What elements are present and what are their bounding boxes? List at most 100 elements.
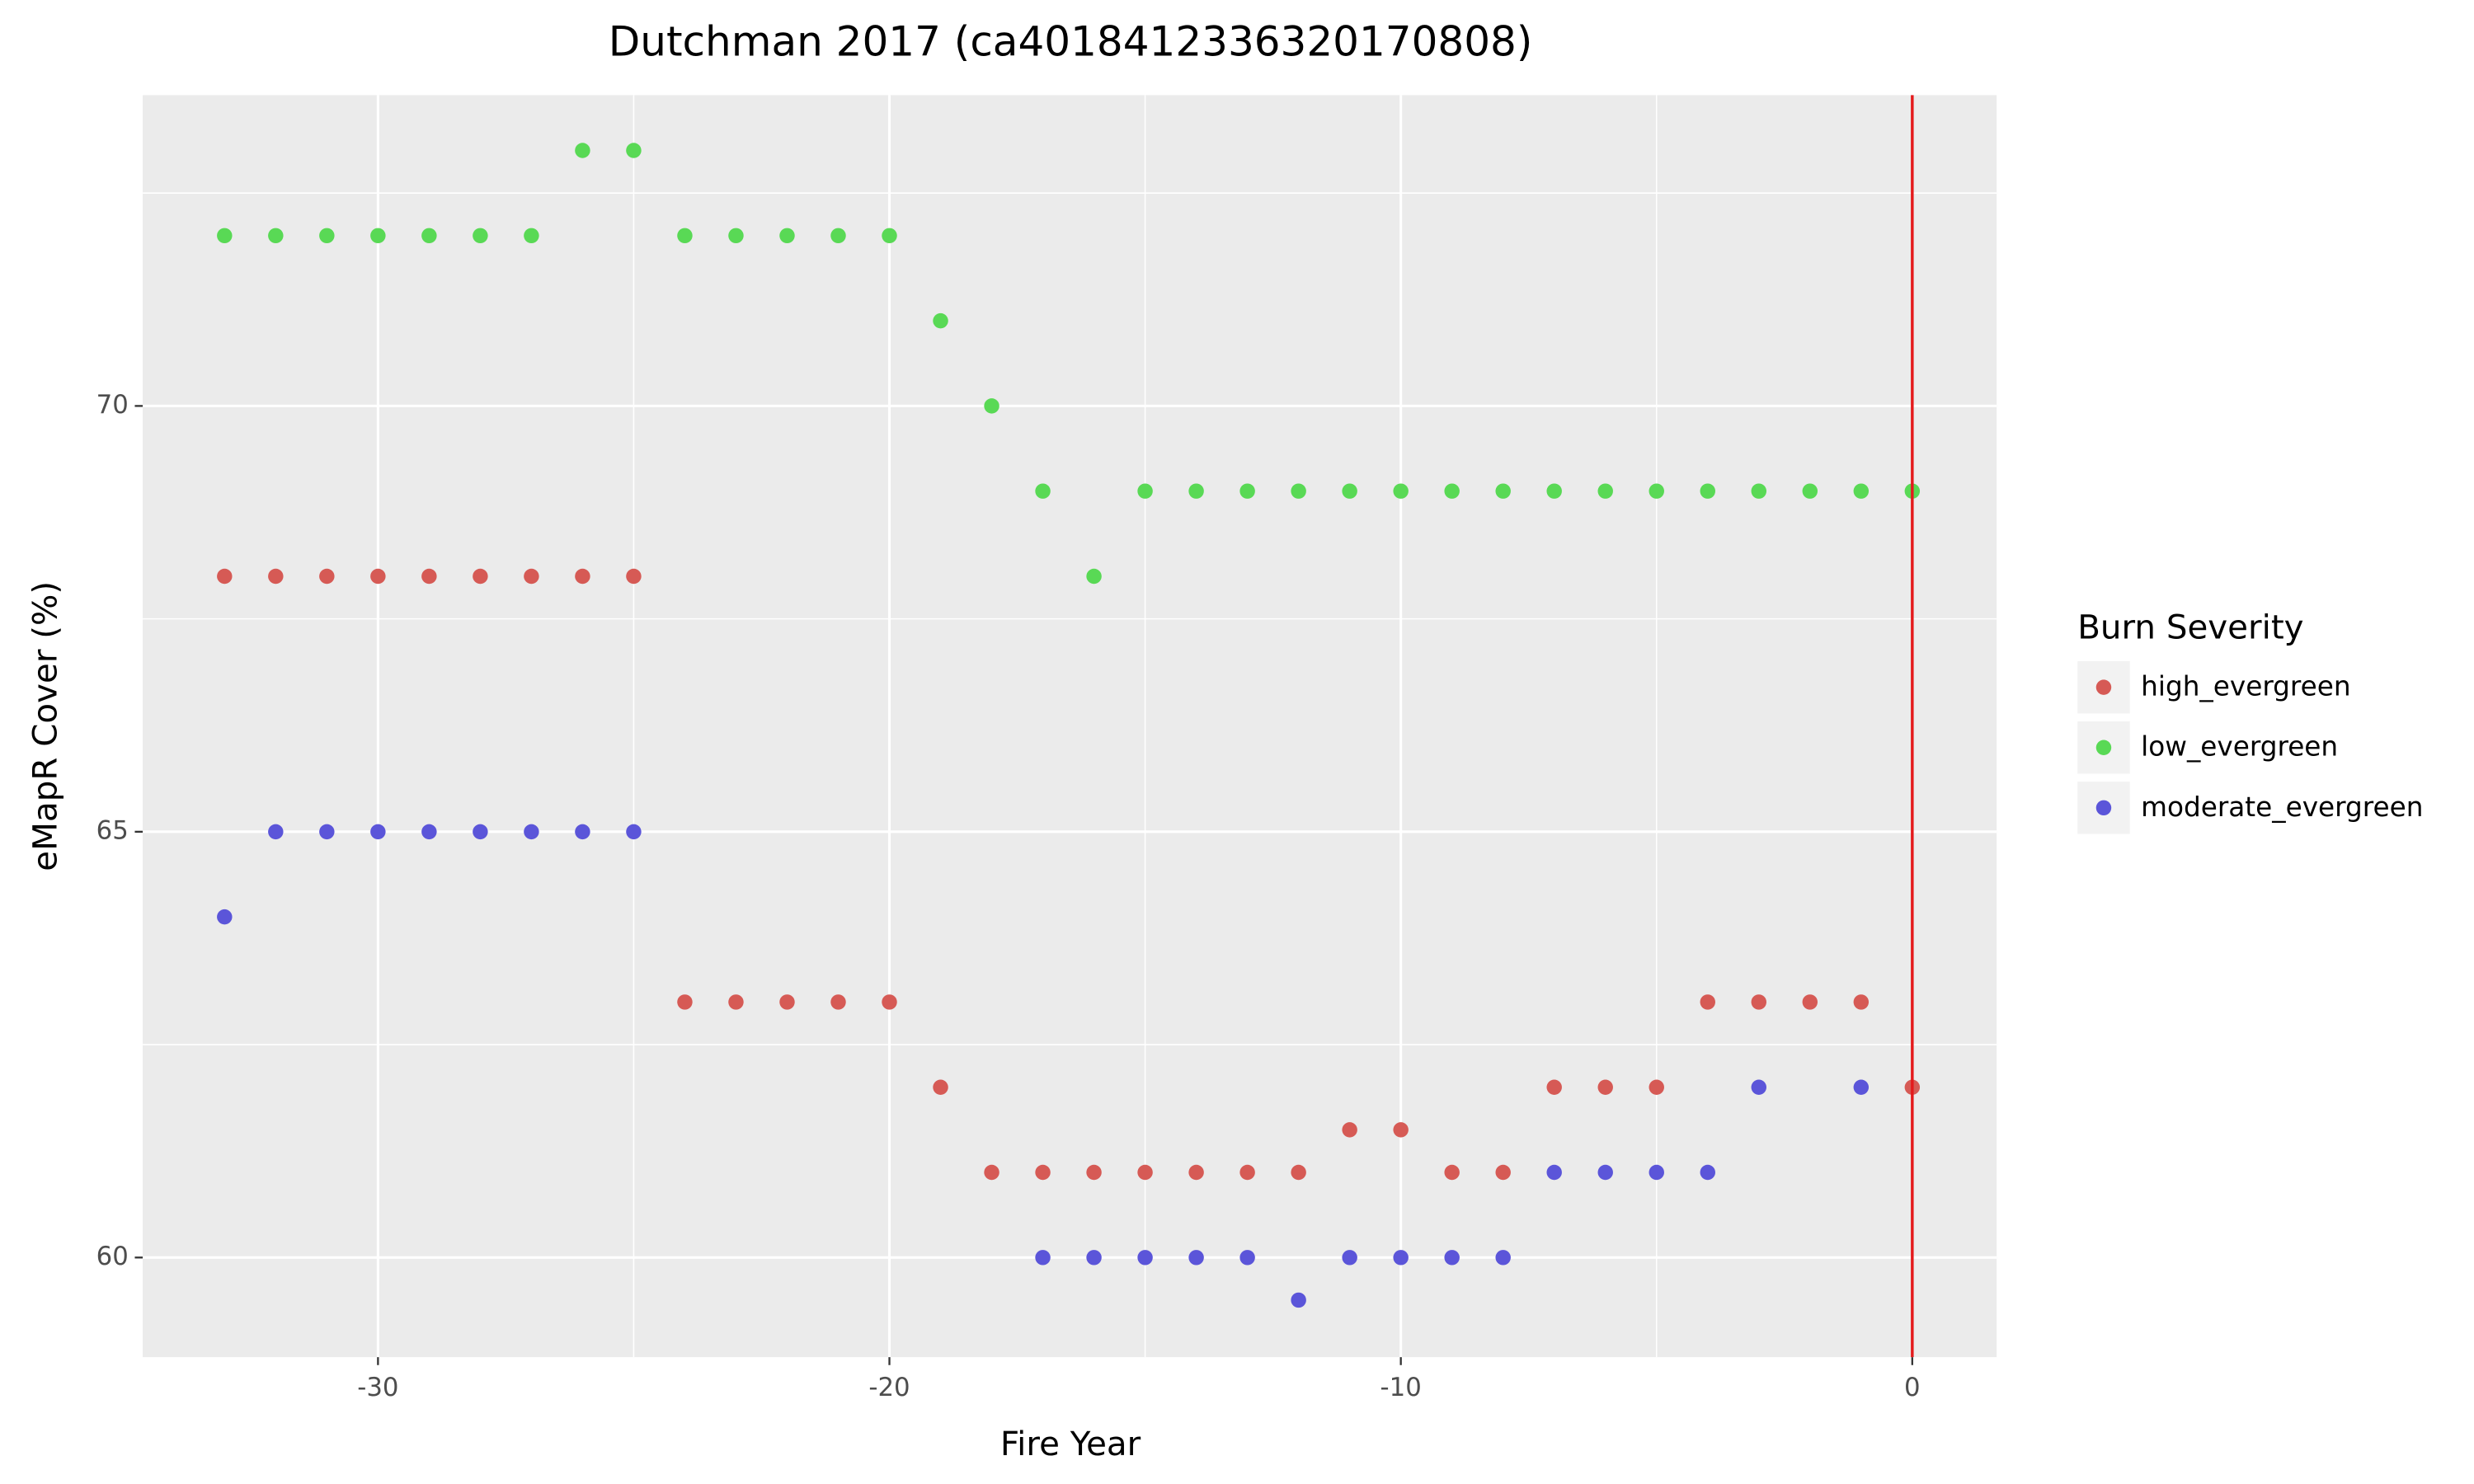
point — [421, 824, 437, 840]
point — [1393, 483, 1409, 499]
point — [1751, 483, 1767, 499]
point — [1188, 1164, 1204, 1181]
point — [268, 568, 284, 585]
point — [524, 824, 539, 840]
point — [1495, 1164, 1511, 1181]
point — [882, 994, 897, 1010]
point — [1239, 483, 1255, 499]
point — [1649, 483, 1664, 499]
point — [1546, 1079, 1562, 1095]
point — [626, 824, 642, 840]
point — [370, 568, 386, 585]
point — [1239, 1164, 1255, 1181]
point — [1802, 994, 1818, 1010]
point — [626, 143, 642, 158]
point — [473, 824, 488, 840]
point — [1546, 1164, 1562, 1181]
point — [370, 228, 386, 244]
point — [319, 228, 335, 244]
point — [1700, 994, 1715, 1010]
point — [1291, 483, 1306, 499]
point — [728, 228, 744, 244]
point — [1444, 1250, 1460, 1266]
x-tick-label: -20 — [868, 1373, 910, 1402]
point — [1137, 483, 1153, 499]
point — [1853, 1079, 1870, 1095]
point — [1546, 483, 1562, 499]
x-tick-label: -30 — [357, 1373, 398, 1402]
point — [1137, 1164, 1153, 1181]
point — [1342, 1250, 1357, 1266]
point — [1137, 1250, 1153, 1266]
point — [1444, 483, 1460, 499]
point — [217, 228, 233, 244]
x-axis-label: Fire Year — [1000, 1425, 1141, 1463]
point — [779, 994, 795, 1010]
point — [1700, 483, 1715, 499]
point — [626, 568, 642, 585]
point — [984, 398, 999, 414]
point — [575, 143, 590, 158]
point — [1495, 1250, 1511, 1266]
point — [1188, 1250, 1204, 1266]
point — [1342, 483, 1357, 499]
point — [1086, 568, 1102, 585]
legend-marker — [2095, 800, 2112, 816]
legend-marker — [2095, 679, 2112, 695]
point — [217, 909, 233, 925]
point — [1649, 1079, 1664, 1095]
point — [1086, 1250, 1102, 1266]
point — [1239, 1250, 1255, 1266]
point — [1597, 1164, 1613, 1181]
point — [933, 1079, 948, 1095]
legend-marker — [2095, 740, 2112, 755]
point — [933, 312, 948, 329]
point — [524, 568, 539, 585]
legend-label: low_evergreen — [2141, 731, 2338, 763]
plot-panel — [143, 95, 1997, 1358]
point — [575, 568, 590, 585]
point — [677, 994, 693, 1010]
point — [1495, 483, 1511, 499]
point — [779, 228, 795, 244]
y-tick-label: 70 — [96, 390, 129, 420]
legend-label: moderate_evergreen — [2141, 791, 2423, 823]
point — [524, 228, 539, 244]
y-axis-label: eMapR Cover (%) — [26, 581, 65, 871]
point — [830, 994, 846, 1010]
x-tick-label: -10 — [1380, 1373, 1422, 1402]
y-tick-label: 60 — [96, 1242, 129, 1271]
point — [319, 824, 335, 840]
point — [1393, 1250, 1409, 1266]
point — [370, 824, 386, 840]
point — [473, 568, 488, 585]
point — [217, 568, 233, 585]
point — [268, 228, 284, 244]
point — [1700, 1164, 1715, 1181]
point — [1291, 1292, 1306, 1308]
point — [1188, 483, 1204, 499]
point — [1802, 483, 1818, 499]
point — [984, 1164, 999, 1181]
point — [1853, 994, 1870, 1010]
point — [830, 228, 846, 244]
point — [1035, 483, 1051, 499]
point — [421, 228, 437, 244]
point — [882, 228, 897, 244]
x-tick-label: 0 — [1904, 1373, 1921, 1402]
legend-title: Burn Severity — [2077, 608, 2303, 646]
point — [1035, 1164, 1051, 1181]
legend-label: high_evergreen — [2141, 671, 2350, 702]
point — [268, 824, 284, 840]
point — [677, 228, 693, 244]
point — [1649, 1164, 1664, 1181]
point — [728, 994, 744, 1010]
point — [421, 568, 437, 585]
point — [1751, 1079, 1767, 1095]
chart-title: Dutchman 2017 (ca4018412336320170808) — [609, 17, 1533, 65]
y-tick-label: 65 — [96, 815, 129, 845]
point — [1444, 1164, 1460, 1181]
point — [1035, 1250, 1051, 1266]
